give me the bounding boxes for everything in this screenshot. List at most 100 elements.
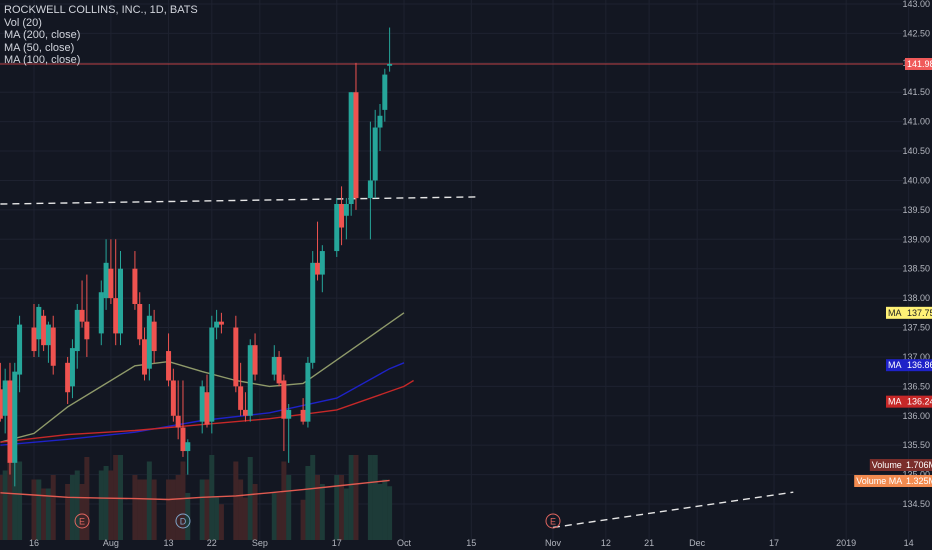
price-axis[interactable]: 134.50 135.00 135.50 136.00 136.50 137.00 137.…: [902, 0, 930, 509]
candle-body: [36, 306, 42, 340]
volume-bar: [218, 504, 224, 540]
candle-body: [170, 380, 176, 416]
volume-bar: [339, 475, 345, 540]
event-markers: E ED: [74, 513, 561, 529]
ma-tag-label: MA: [888, 308, 902, 318]
x-tick-label: Nov: [545, 538, 562, 548]
chart-legend: ROCKWELL COLLINS, INC., 1D, BATS Vol (20…: [4, 4, 198, 67]
volume-tag-name-box: [869, 459, 905, 471]
volume-bar: [343, 488, 349, 540]
volume-bar: [137, 479, 143, 540]
candle-body: [2, 380, 8, 416]
price-tag-value: 136.86: [907, 360, 932, 370]
x-tick-label: 16: [29, 538, 39, 548]
candle-body: [79, 309, 85, 322]
volume-bar: [372, 455, 378, 540]
earnings-marker-circle: [545, 513, 561, 529]
volume-bar: [74, 470, 80, 540]
volume-bar: [271, 493, 277, 540]
volume-tag-box: [905, 475, 932, 487]
ma50-line: [0, 362, 405, 446]
volume-bar: [315, 475, 321, 540]
x-tick-label: 17: [332, 538, 342, 548]
volume-tag: Volume MA 1.325M: [854, 475, 932, 487]
volume-bar: [353, 455, 359, 540]
candle-body: [238, 386, 244, 410]
price-tag-box: [905, 58, 932, 70]
ma-tag-box: [886, 306, 905, 319]
volume-tag-name: Volume MA: [856, 476, 902, 486]
candle-body: [209, 327, 215, 422]
candle-body: [310, 262, 316, 363]
y-tick-label: 135.50: [902, 440, 930, 450]
ma-tag-label: MA: [888, 360, 902, 370]
y-tick-label: 140.50: [902, 146, 930, 156]
time-axis[interactable]: 16 Aug 13 22 Sep 17 Oct 15 Nov 12 21 Dec 17 2019 14: [29, 538, 914, 548]
volume-bar: [233, 461, 239, 540]
volume-bar: [387, 486, 393, 540]
candle-body: [7, 380, 13, 463]
volume-bar: [281, 461, 287, 540]
candle-body: [41, 315, 47, 346]
legend-ma200[interactable]: MA (200, close): [4, 29, 81, 42]
volume-bar: [50, 475, 56, 540]
candle-body: [151, 321, 157, 352]
candle-body: [382, 74, 388, 110]
candle-body: [281, 380, 287, 419]
x-tick-label: Aug: [103, 538, 119, 548]
volume-bar: [199, 479, 205, 540]
candle-body: [319, 251, 325, 275]
candle-body: [334, 204, 340, 252]
volume-bar: [79, 484, 85, 540]
earnings-marker-label: E: [79, 517, 85, 527]
volume-bar: [45, 488, 51, 540]
volume-tag-value: 1.706M: [906, 460, 932, 470]
candle-body: [286, 409, 292, 419]
earnings-marker-label: E: [550, 517, 556, 527]
volume-bar: [31, 479, 37, 540]
price-tag-box: [905, 395, 932, 408]
volume-bar: [103, 466, 109, 540]
price-tag: 137.75 MA: [886, 306, 932, 319]
y-tick-label: 141.50: [902, 87, 930, 97]
candle-body: [65, 362, 71, 393]
price-tag-value: 137.75: [907, 308, 932, 318]
candle-body: [315, 262, 321, 275]
resistance-line: [0, 196, 477, 205]
legend-volume[interactable]: Vol (20): [4, 16, 42, 29]
y-tick-label: 135.00: [902, 470, 930, 480]
candle-body: [103, 262, 109, 299]
volume-bar: [17, 461, 23, 540]
volume-tag: Volume 1.706M: [869, 459, 932, 471]
y-tick-label: 134.50: [902, 499, 930, 509]
x-tick-label: 17: [769, 538, 779, 548]
x-tick-label: 13: [164, 538, 174, 548]
dividend-marker-label: D: [180, 517, 187, 527]
volume-bar: [348, 455, 354, 540]
volume-ma-line: [0, 479, 390, 501]
candle-body: [74, 309, 80, 352]
legend-ma50[interactable]: MA (50, close): [4, 41, 75, 54]
x-tick-label: 22: [207, 538, 217, 548]
trend-line: [552, 491, 794, 529]
candlesticks: [0, 27, 393, 487]
volume-bar: [41, 488, 47, 540]
legend-symbol[interactable]: ROCKWELL COLLINS, INC., 1D, BATS: [4, 4, 198, 16]
volume-tag-name: Volume: [872, 460, 902, 470]
candle-body: [31, 327, 37, 352]
volume-bar: [12, 455, 18, 540]
volume-bar: [142, 479, 148, 540]
volume-tag-value: 1.325M: [906, 476, 932, 486]
candle-body: [339, 204, 345, 228]
legend-ma100[interactable]: MA (100, close): [4, 54, 81, 67]
volume-bar: [305, 466, 311, 540]
candle-body: [300, 409, 306, 422]
x-tick-label: 14: [904, 538, 914, 548]
candle-body: [84, 321, 90, 340]
candle-body: [348, 92, 354, 204]
price-tag-value: 141.98: [907, 59, 932, 69]
y-tick-label: 138.00: [902, 293, 930, 303]
candle-body: [17, 324, 23, 375]
volume-bar: [242, 497, 248, 540]
